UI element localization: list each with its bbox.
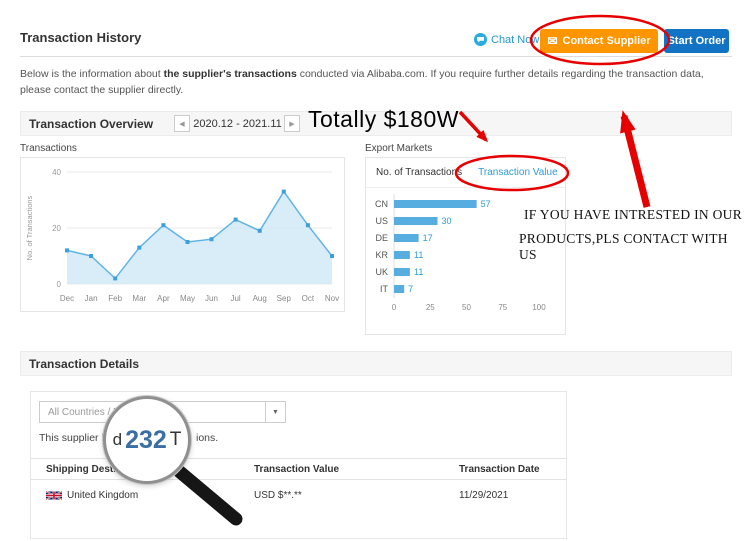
intro-text: Below is the information about the suppl… — [20, 68, 704, 97]
chat-now-label: Chat Now! — [491, 33, 543, 46]
chevron-down-icon: ▼ — [265, 402, 285, 422]
svg-text:Feb: Feb — [108, 294, 122, 303]
page-title: Transaction History — [20, 30, 142, 45]
transaction-overview-title: Transaction Overview — [29, 116, 154, 131]
transactions-chart-label: Transactions — [20, 143, 77, 154]
date-range: 2020.12 - 2021.11 — [193, 118, 282, 130]
export-markets-label: Export Markets — [365, 143, 433, 154]
table-row: United Kingdom USD $**.** 11/29/2021 — [31, 480, 566, 510]
contact-supplier-label: Contact Supplier — [562, 35, 651, 47]
col-header-transaction-value: Transaction Value — [254, 463, 340, 475]
export-markets-bar-chart: CN 57 US 30 DE 17 KR 11 UK 11 IT 7 0 25 50 75 100 — [375, 194, 546, 312]
svg-text:11: 11 — [414, 267, 423, 277]
chat-now-link[interactable]: Chat Now! — [474, 33, 542, 46]
export-markets-tabs: No. of Transactions Transaction Value — [366, 158, 565, 188]
svg-text:No. of Transactions: No. of Transactions — [25, 195, 34, 260]
transaction-details-title: Transaction Details — [29, 356, 140, 371]
uk-flag-icon — [46, 490, 62, 500]
svg-text:Jun: Jun — [205, 294, 218, 303]
transaction-overview-header: Transaction Overview ◀ 2020.12 - 2021.11… — [20, 111, 732, 136]
svg-text:57: 57 — [481, 199, 491, 209]
magnifier-number: 232 — [125, 425, 167, 454]
svg-text:7: 7 — [408, 284, 413, 294]
destination-cell: United Kingdom — [46, 490, 254, 501]
svg-text:IT: IT — [380, 284, 389, 294]
svg-text:UK: UK — [375, 267, 388, 277]
svg-text:50: 50 — [462, 303, 471, 312]
svg-text:0: 0 — [57, 280, 62, 289]
svg-text:US: US — [375, 216, 388, 226]
date-cell: 11/29/2021 — [459, 489, 509, 501]
envelope-icon: ✉ — [547, 34, 558, 48]
col-header-shipping-destination: Shipping Destination — [46, 463, 146, 475]
svg-text:KR: KR — [375, 250, 388, 260]
col-header-transaction-date: Transaction Date — [459, 463, 540, 475]
svg-text:May: May — [180, 294, 195, 303]
supplier-summary-post: ions. — [196, 432, 219, 444]
country-filter-value: All Countries / Region — [48, 406, 145, 418]
annotation-promo-line1: IF YOU HAVE INTRESTED IN OUR — [524, 207, 743, 222]
next-period-button[interactable]: ▶ — [284, 115, 300, 132]
svg-text:Aug: Aug — [253, 294, 267, 303]
transactions-chart-panel: 0 20 40 Dec Jan Feb Mar Apr May Jun Jul Aug Sep Oct No… — [20, 157, 345, 312]
magnifier-text-pre: d — [112, 430, 123, 449]
svg-text:Sep: Sep — [277, 294, 292, 303]
transaction-details-header: Transaction Details — [20, 351, 732, 376]
prev-period-button[interactable]: ◀ — [174, 115, 190, 132]
svg-text:100: 100 — [532, 303, 546, 312]
tab-transaction-value[interactable]: Transaction Value — [478, 167, 558, 178]
svg-text:25: 25 — [426, 303, 435, 312]
tab-no-of-transactions[interactable]: No. of Transactions — [376, 167, 463, 178]
svg-text:40: 40 — [52, 168, 61, 177]
svg-text:Oct: Oct — [302, 294, 315, 303]
start-order-label: Start Order — [667, 35, 726, 47]
magnifier-text-post: T — [169, 429, 182, 450]
svg-text:Jul: Jul — [230, 294, 240, 303]
svg-text:CN: CN — [375, 199, 388, 209]
svg-text:Jan: Jan — [85, 294, 98, 303]
svg-text:0: 0 — [392, 303, 397, 312]
svg-text:75: 75 — [498, 303, 507, 312]
header-divider — [20, 56, 732, 57]
svg-text:11: 11 — [414, 250, 423, 260]
intro-bold: the supplier's transactions — [163, 68, 297, 80]
svg-text:Mar: Mar — [132, 294, 146, 303]
svg-text:DE: DE — [375, 233, 388, 243]
transactions-area-chart: 0 20 40 Dec Jan Feb Mar Apr May Jun Jul Aug Sep Oct No… — [25, 168, 339, 303]
magnifier-annotation: d 232 T — [103, 396, 191, 484]
chat-icon — [474, 33, 487, 46]
contact-supplier-button[interactable]: ✉ Contact Supplier — [540, 29, 658, 53]
value-cell: USD $**.** — [254, 489, 302, 501]
svg-text:30: 30 — [442, 216, 452, 226]
annotation-promo-line2: PRODUCTS,PLS CONTACT WITH US — [519, 231, 728, 262]
svg-text:17: 17 — [423, 233, 433, 243]
svg-text:Nov: Nov — [325, 294, 339, 303]
annotation-total-text: Totally $180W — [308, 106, 459, 132]
start-order-button[interactable]: Start Order — [664, 29, 729, 53]
svg-text:Apr: Apr — [157, 294, 170, 303]
destination-label: United Kingdom — [67, 489, 139, 501]
svg-text:Dec: Dec — [60, 294, 74, 303]
table-header-row: Shipping Destination Transaction Value T… — [31, 458, 566, 480]
svg-text:20: 20 — [52, 224, 61, 233]
